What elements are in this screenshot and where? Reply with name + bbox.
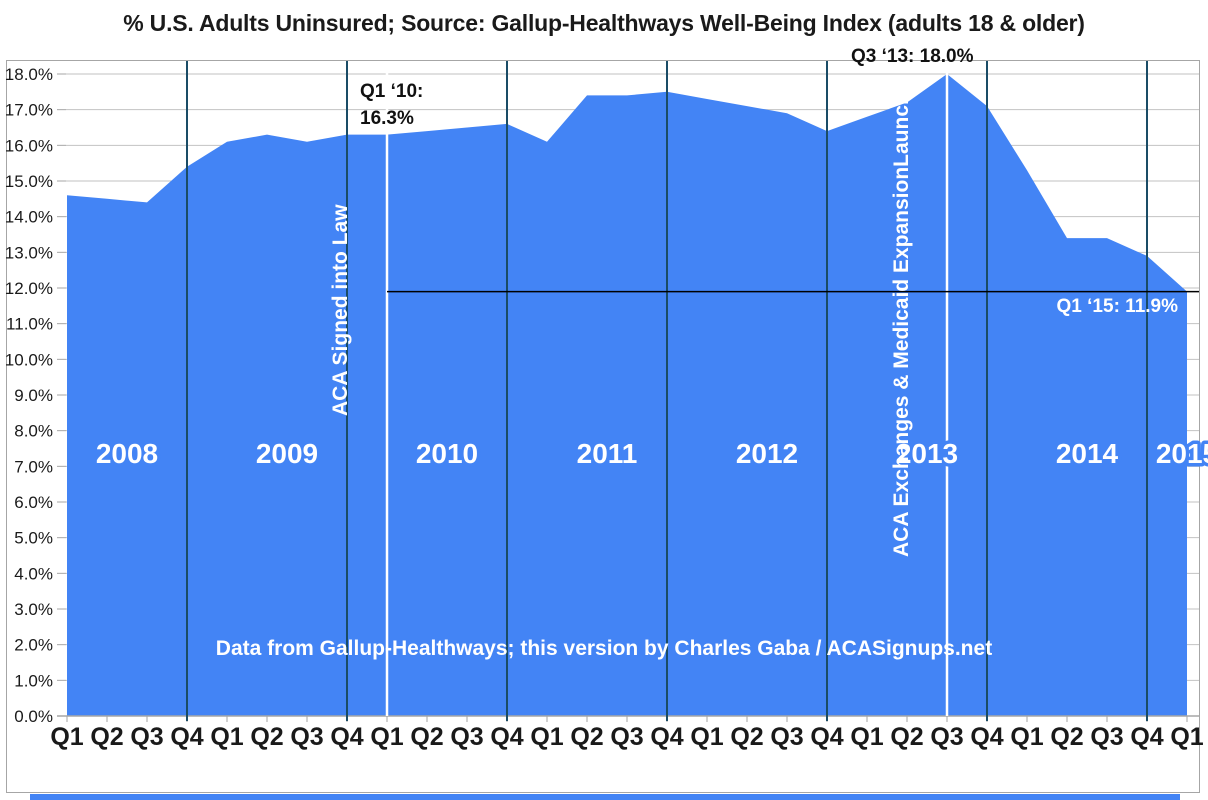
bottom-accent-bar (30, 794, 1180, 800)
x-tick-label: Q1 (1010, 723, 1043, 751)
x-tick-label: Q1 (1170, 723, 1203, 751)
y-tick-label: 10.0% (5, 350, 53, 369)
y-tick-label: 9.0% (14, 386, 53, 405)
y-tick-label: 13.0% (5, 243, 53, 262)
x-tick-label: Q3 (450, 723, 483, 751)
y-tick-label: 7.0% (14, 457, 53, 476)
x-tick-label: Q2 (410, 723, 443, 751)
event-label-aca-exchanges: ACA Exchanges & Medicaid ExpansionLaunch (890, 92, 913, 557)
year-label: 2011 (577, 438, 638, 469)
year-label: 2012 (736, 438, 798, 469)
year-label: 2013 (896, 438, 958, 469)
year-label: 2014 (1056, 438, 1119, 469)
y-tick-label: 2.0% (14, 636, 53, 655)
year-label: 2010 (416, 438, 478, 469)
annotation-q1-2010-line2: 16.3% (360, 108, 414, 129)
y-tick-label: 4.0% (14, 564, 53, 583)
x-tick-label: Q4 (650, 723, 683, 751)
y-tick-label: 18.0% (5, 65, 53, 84)
annotation-q1-2010: Q1 ‘10: 16.3% (360, 78, 423, 132)
year-label: 2009 (256, 438, 318, 469)
x-tick-label: Q2 (250, 723, 283, 751)
annotation-q1-2010-line1: Q1 ‘10: (360, 81, 424, 102)
annotation-q1-2015: Q1 ‘15: 11.9% (1056, 296, 1178, 317)
area-series (67, 74, 1187, 716)
x-tick-label: Q1 (370, 723, 403, 751)
x-tick-label: Q4 (330, 723, 363, 751)
x-tick-label: Q2 (730, 723, 763, 751)
x-tick-label: Q1 (530, 723, 563, 751)
x-tick-label: Q3 (930, 723, 963, 751)
x-tick-label: Q3 (610, 723, 643, 751)
y-tick-label: 3.0% (14, 600, 53, 619)
x-tick-label: Q2 (570, 723, 603, 751)
year-label: 2015 (1156, 438, 1208, 469)
x-tick-label: Q1 (210, 723, 243, 751)
x-tick-label: Q3 (770, 723, 803, 751)
x-tick-label: Q3 (290, 723, 323, 751)
y-tick-label: 11.0% (6, 315, 53, 334)
x-tick-label: Q1 (850, 723, 883, 751)
y-tick-label: 8.0% (14, 422, 53, 441)
x-tick-label: Q4 (170, 723, 203, 751)
y-tick-label: 1.0% (14, 671, 53, 690)
y-tick-label: 14.0% (5, 208, 53, 227)
x-tick-label: Q3 (130, 723, 163, 751)
x-tick-label: Q4 (810, 723, 843, 751)
watermark-credit: Data from Gallup-Healthways; this versio… (215, 637, 993, 660)
plot-frame (6, 60, 1200, 793)
year-label: 2008 (96, 438, 158, 469)
y-tick-label: 16.0% (5, 136, 53, 155)
y-tick-label: 5.0% (14, 529, 53, 548)
x-tick-label: Q4 (1130, 723, 1163, 751)
x-tick-label: Q2 (890, 723, 923, 751)
x-tick-label: Q4 (970, 723, 1003, 751)
annotation-q3-2013: Q3 ‘13: 18.0% (851, 46, 974, 67)
y-tick-label: 15.0% (5, 172, 53, 191)
x-tick-label: Q4 (490, 723, 523, 751)
x-tick-label: Q3 (1090, 723, 1123, 751)
x-tick-label: Q1 (690, 723, 723, 751)
x-tick-label: Q1 (50, 723, 83, 751)
chart-title: % U.S. Adults Uninsured; Source: Gallup-… (123, 10, 1085, 36)
event-label-aca-signed: ACA Signed into Law (329, 204, 352, 416)
x-tick-label: Q2 (90, 723, 123, 751)
y-tick-label: 17.0% (5, 101, 53, 120)
x-tick-label: Q2 (1050, 723, 1083, 751)
y-tick-label: 0.0% (14, 707, 53, 726)
y-tick-label: 12.0% (5, 279, 53, 298)
y-tick-label: 6.0% (14, 493, 53, 512)
